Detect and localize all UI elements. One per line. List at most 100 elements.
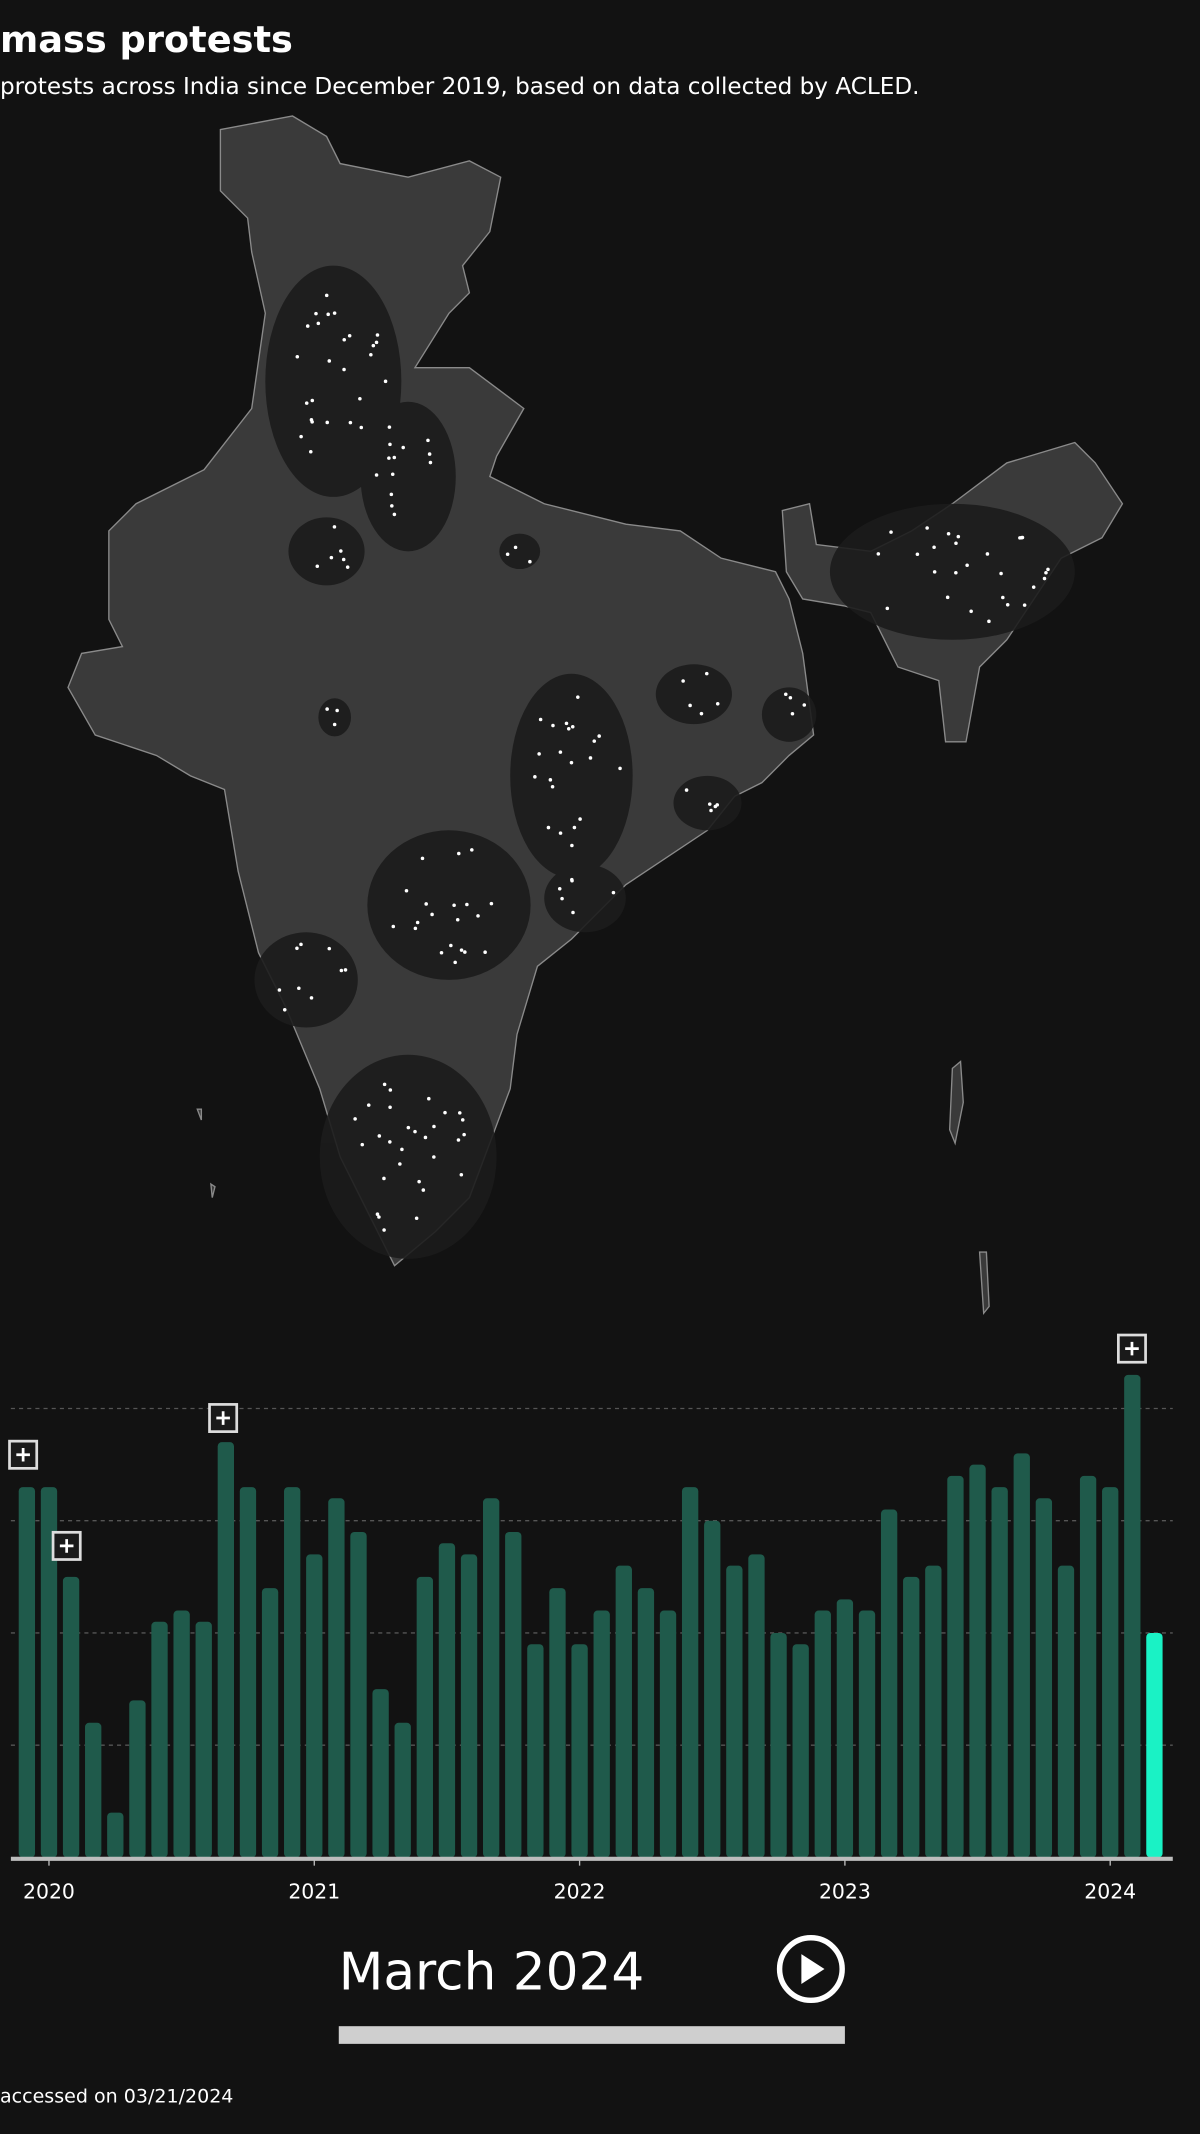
bar	[173, 1610, 190, 1858]
map-dot	[309, 449, 313, 454]
bar	[659, 1610, 677, 1858]
map-dot	[404, 888, 409, 893]
map-hotspot	[544, 864, 626, 933]
map-dot	[335, 708, 339, 713]
map-dot	[309, 996, 314, 1000]
map-dot	[915, 552, 920, 556]
bar	[62, 1576, 80, 1858]
map-dot	[538, 717, 543, 722]
map-dot	[707, 802, 712, 806]
map-dot	[885, 606, 890, 611]
map-dot	[345, 565, 350, 569]
map-dot	[295, 946, 299, 951]
map-dot	[463, 950, 467, 954]
bar	[482, 1498, 500, 1858]
map-dot	[618, 766, 622, 771]
x-tick-label: 2020	[23, 1879, 75, 1903]
map-hotspot	[655, 664, 732, 725]
map-dot	[946, 531, 951, 536]
map-dot	[704, 671, 709, 676]
bar	[195, 1621, 212, 1858]
bar	[814, 1610, 831, 1858]
map-dot	[460, 1118, 465, 1122]
map-dot	[375, 1212, 380, 1216]
bar	[505, 1531, 522, 1858]
map-dot	[715, 702, 720, 706]
bar	[460, 1554, 478, 1858]
map-dot	[332, 722, 337, 727]
map-dot	[560, 896, 564, 901]
annotation-button[interactable]	[8, 1439, 39, 1470]
map-dot	[954, 570, 958, 575]
map-dot	[456, 1138, 461, 1142]
map-dot	[925, 526, 929, 530]
map-dot	[558, 750, 563, 754]
bar	[151, 1621, 168, 1858]
map-dot	[415, 920, 420, 925]
map-dot	[343, 968, 348, 972]
map-dot	[374, 340, 379, 345]
map-dot	[546, 825, 551, 830]
map-dot	[449, 943, 453, 948]
map-dot	[790, 711, 795, 716]
map-dot	[295, 354, 300, 359]
bar	[880, 1509, 898, 1858]
map-dot	[377, 1215, 381, 1219]
map-dot	[304, 401, 309, 405]
map-dot	[452, 903, 456, 907]
map-dot	[388, 1140, 392, 1144]
map	[67, 115, 1124, 1316]
map-dot	[570, 877, 574, 882]
annotation-button[interactable]	[1117, 1333, 1147, 1364]
map-hotspot	[367, 830, 531, 980]
map-dot	[956, 534, 961, 539]
annotation-button[interactable]	[208, 1403, 239, 1433]
bar	[107, 1812, 124, 1858]
map-dot	[558, 831, 563, 835]
map-dot	[427, 452, 432, 456]
map-mainland	[67, 115, 815, 1267]
map-dot	[455, 918, 460, 922]
map-dot	[713, 804, 718, 809]
map-dot	[401, 445, 405, 450]
map-dot	[1046, 567, 1050, 572]
time-slider[interactable]	[338, 2026, 845, 2044]
map-dot	[413, 1129, 417, 1134]
bar	[1124, 1374, 1141, 1858]
map-dot	[332, 311, 337, 315]
map-dot	[374, 473, 379, 477]
map-dot	[459, 948, 464, 952]
map-dot	[783, 692, 788, 697]
map-dot	[876, 552, 881, 556]
map-dot	[443, 1110, 447, 1115]
bar	[239, 1487, 257, 1858]
bar	[18, 1487, 36, 1858]
play-button[interactable]	[776, 1935, 845, 2004]
map-dot	[316, 321, 321, 326]
map-dot	[548, 778, 553, 782]
map-dot	[388, 1088, 393, 1092]
map-dot	[592, 739, 597, 743]
map-dot	[358, 396, 362, 401]
x-tick-label: 2024	[1084, 1879, 1136, 1903]
map-dot	[387, 425, 392, 429]
map-dot	[788, 696, 793, 700]
map-dot	[382, 1082, 387, 1087]
bar	[593, 1610, 610, 1858]
bar	[328, 1498, 345, 1858]
map-dot	[406, 1125, 411, 1130]
bar	[726, 1565, 743, 1858]
map-dot	[572, 825, 577, 830]
bar	[416, 1576, 433, 1858]
bar	[969, 1464, 986, 1858]
map-dot	[421, 1188, 426, 1192]
map-hotspot	[360, 401, 456, 552]
annotation-button[interactable]	[51, 1530, 82, 1561]
map-dot	[969, 609, 973, 614]
map-dot	[597, 734, 601, 738]
map-dot	[483, 950, 487, 954]
map-dot	[420, 856, 425, 861]
map-dot	[470, 848, 474, 852]
map-dot	[611, 890, 616, 895]
map-dot	[310, 398, 315, 403]
